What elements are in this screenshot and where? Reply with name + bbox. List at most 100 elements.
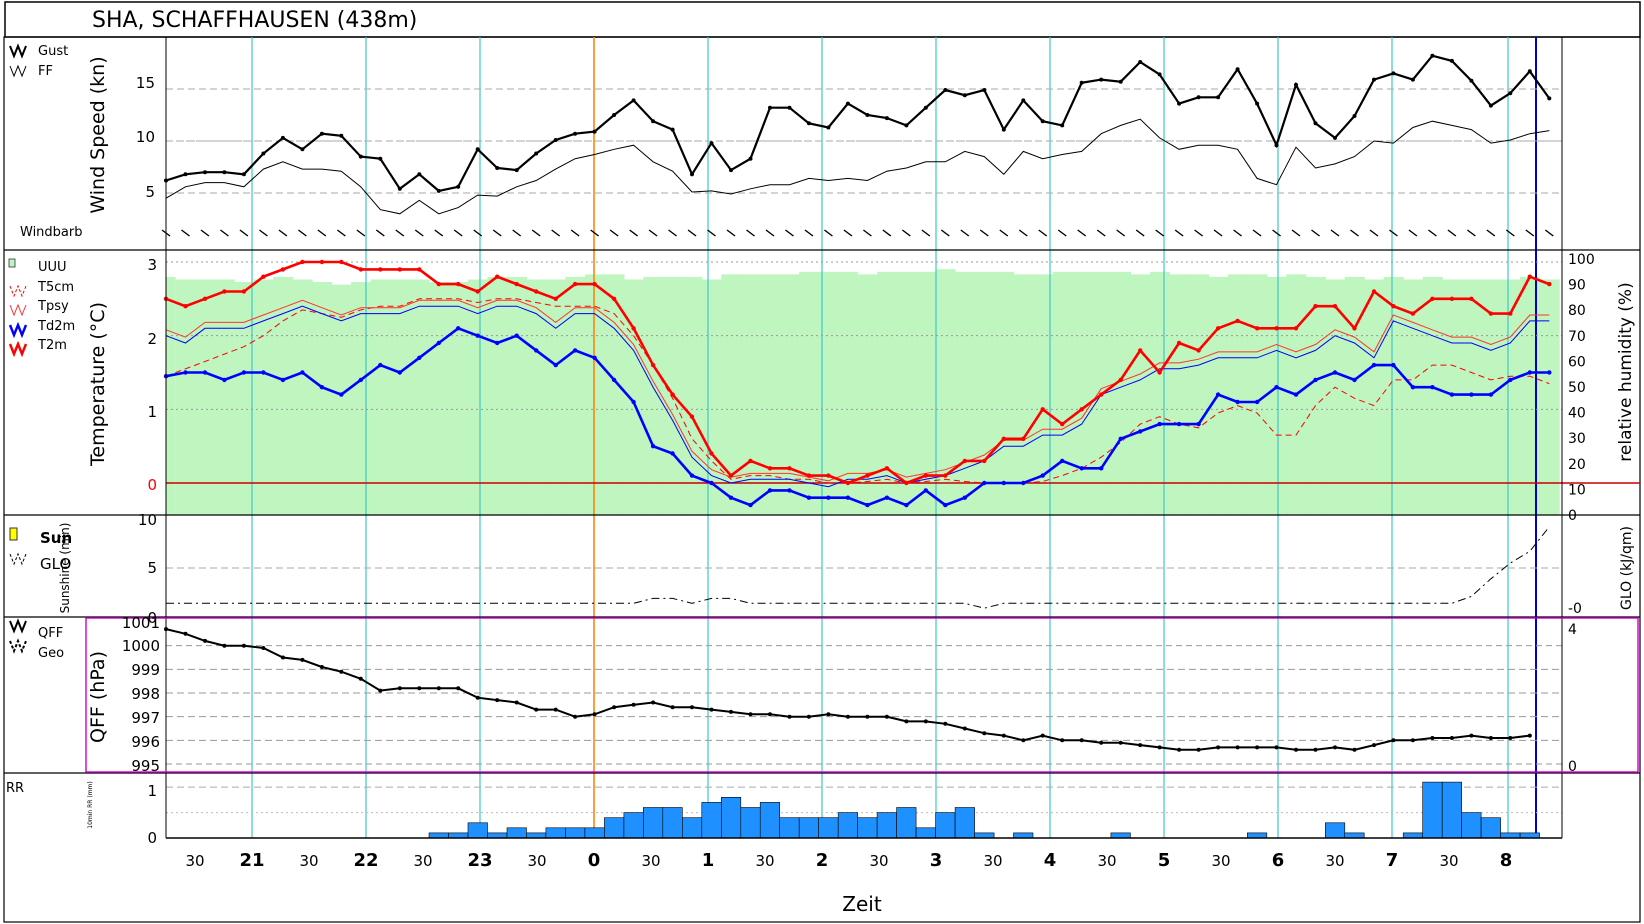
humidity-bar (1539, 279, 1560, 515)
t2m-line-point (962, 458, 967, 464)
t2m-line-point (358, 267, 363, 272)
humidity-bar (273, 276, 294, 515)
legend-sun: Sun (40, 529, 72, 547)
t2m-line-point (261, 274, 266, 279)
wind-tick-5: 5 (145, 183, 155, 201)
humidity-bar (643, 276, 664, 515)
x-tick-label: 21 (239, 850, 264, 871)
tpsy-red-line (165, 299, 1550, 482)
windbarb (1057, 229, 1067, 237)
windbarb (1135, 229, 1145, 237)
humidity-bar (1130, 274, 1151, 515)
gust-line-point (1274, 143, 1279, 148)
qff-line-point (1508, 736, 1513, 740)
t2m-line-point (709, 451, 714, 456)
humidity-bar (584, 274, 605, 515)
td2m-line-point (495, 340, 500, 346)
windbarb (687, 229, 697, 237)
qff-line-point (1352, 747, 1357, 752)
qff-line-point (397, 686, 402, 691)
windbarb (297, 229, 307, 237)
humidity-bar (175, 279, 196, 515)
windbarb (1291, 229, 1301, 237)
td2m-line-point (1313, 377, 1318, 383)
t2m-line-point (1118, 377, 1123, 383)
rain-bar (1402, 832, 1423, 839)
rr-tick-0: 0 (147, 829, 157, 847)
gust-line-point (1040, 119, 1045, 124)
qff-line (165, 628, 1530, 751)
gust-line-point (1508, 91, 1513, 96)
rain-bar (1344, 832, 1365, 839)
humidity-bar (877, 271, 898, 515)
windbarb (453, 229, 463, 237)
rain-bar (740, 807, 761, 839)
windbarb (336, 229, 346, 237)
gust-line-point (1333, 135, 1337, 140)
rh-tick-label: 40 (1568, 406, 1586, 422)
td2m-line-point (904, 502, 909, 508)
td2m-line-point (1118, 436, 1123, 441)
t2m-legend-icon (8, 340, 28, 358)
rain-bar (584, 827, 605, 839)
qff-line-point (1060, 738, 1065, 743)
gust-line-point (1352, 114, 1357, 118)
windbarb (1116, 229, 1126, 237)
humidity-bar (799, 271, 820, 515)
qff-tick-1000: 1000 (122, 637, 160, 655)
wind-tick-10: 10 (136, 128, 155, 146)
windbarb (1077, 229, 1087, 237)
qff-line-point (1333, 745, 1337, 750)
windbarb (531, 229, 541, 237)
qff-line-point (241, 643, 246, 648)
gust-line-point (865, 113, 870, 117)
qff-line-point (631, 702, 636, 707)
gust-line-point (1527, 69, 1532, 74)
rain-bar (1441, 781, 1462, 839)
windbarb-label: Windbarb (20, 225, 83, 240)
rh-tick-label: 50 (1568, 380, 1586, 396)
td2m-line-point (1449, 392, 1455, 397)
td2m-line-point (261, 370, 266, 375)
rain-bar (818, 817, 839, 839)
humidity-bar (1052, 271, 1073, 515)
rain-bar (779, 817, 800, 839)
t2m-line-point (884, 466, 890, 471)
gust-line-point (904, 123, 909, 128)
td2m-line-point (806, 495, 812, 500)
qff-line-point (1488, 736, 1493, 740)
gust-line-point (1235, 67, 1240, 72)
windbarb (785, 229, 794, 237)
windbarb (512, 229, 522, 237)
temp-tick-1: 1 (147, 403, 157, 421)
td2m-line-point (1138, 429, 1143, 434)
td2m-line-point (1293, 392, 1299, 397)
chart-title: SHA, SCHAFFHAUSEN (438m) (92, 8, 417, 33)
gust-line (165, 54, 1551, 193)
temp-tick-0: 0 (147, 476, 157, 494)
rh-tick-label: 10 (1568, 482, 1586, 498)
t2m-line-point (1001, 436, 1006, 441)
wind-ylabel: Wind Speed (kn) (87, 56, 109, 213)
rain-bar (798, 817, 820, 839)
gust-line-point (1391, 71, 1396, 76)
windbarb (629, 229, 639, 237)
x-tick-label: 30 (413, 852, 432, 870)
humidity-bar (857, 274, 878, 515)
qff-line-point (1001, 733, 1006, 738)
td2m-line-point (592, 355, 597, 360)
x-tick-label: 4 (1044, 850, 1057, 871)
qff-line-point (183, 631, 188, 636)
windbarb (862, 229, 872, 237)
gust-line-point (845, 101, 850, 106)
t2m-line-point (1430, 296, 1435, 301)
td2m-line-point (534, 348, 539, 353)
x-tick-label: 30 (527, 852, 546, 870)
qff-line-point (923, 719, 928, 724)
qff-line-point (806, 714, 811, 719)
t2m-line-point (1040, 407, 1045, 412)
rain-bar (642, 807, 664, 839)
gust-line-point (1372, 77, 1376, 82)
windbarb (960, 229, 970, 237)
